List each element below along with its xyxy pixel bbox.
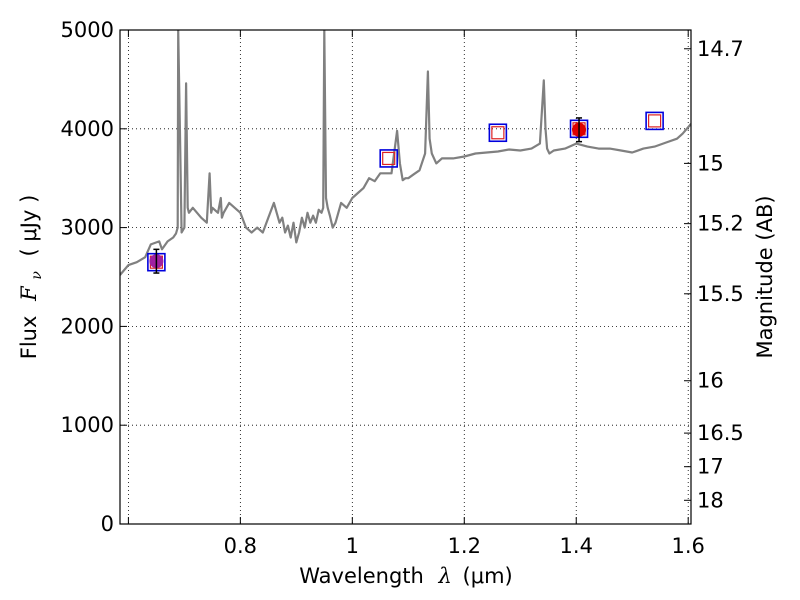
x-tick-label: 1.2 <box>448 534 481 558</box>
y2-tick-label: 15 <box>697 151 724 175</box>
y2-axis-ticks: 14.7 15 15.2 15.5 16 16.5 17 18 <box>684 37 744 512</box>
y-axis-title: Flux F ν ( μJy ) <box>17 195 46 360</box>
y-tick-label: 0 <box>101 512 114 536</box>
y2-tick-label: 18 <box>697 488 724 512</box>
open-square-red <box>648 114 662 128</box>
open-square-red <box>491 126 505 140</box>
y2-axis-title: Magnitude (AB) <box>753 195 777 358</box>
y2-tick-label: 16.5 <box>697 421 744 445</box>
open-square-blue <box>488 123 508 143</box>
y-axis-ticks: 0 1000 2000 3000 4000 5000 <box>61 18 127 536</box>
spectrum-line <box>120 30 691 276</box>
y-tick-label: 1000 <box>61 413 114 437</box>
x-tick-label: 0.8 <box>224 534 257 558</box>
y-tick-label: 3000 <box>61 216 114 240</box>
plot-area <box>120 30 691 524</box>
y-tick-label: 2000 <box>61 314 114 338</box>
y2-tick-label: 17 <box>697 455 724 479</box>
y2-tick-label: 15.5 <box>697 282 744 306</box>
y2-tick-label: 15.2 <box>697 212 744 236</box>
x-tick-label: 1 <box>346 534 359 558</box>
x-tick-label: 1.4 <box>560 534 593 558</box>
spectrum-series <box>120 30 691 276</box>
open-square-blue <box>379 149 399 168</box>
x-tick-label: 1.6 <box>671 534 704 558</box>
open-square-blue <box>645 111 664 131</box>
plot-frame <box>119 29 692 525</box>
y-tick-label: 5000 <box>61 18 114 42</box>
open-square-red <box>382 151 396 166</box>
y-tick-label: 4000 <box>61 117 114 141</box>
x-axis-ticks: 0.8 1 1.2 1.4 1.6 <box>127 30 705 558</box>
y2-tick-label: 16 <box>697 369 724 393</box>
x-axis-title: Wavelength λ (μm) <box>299 564 512 588</box>
y2-tick-label: 14.7 <box>697 37 744 61</box>
photometry-markers <box>147 111 664 274</box>
